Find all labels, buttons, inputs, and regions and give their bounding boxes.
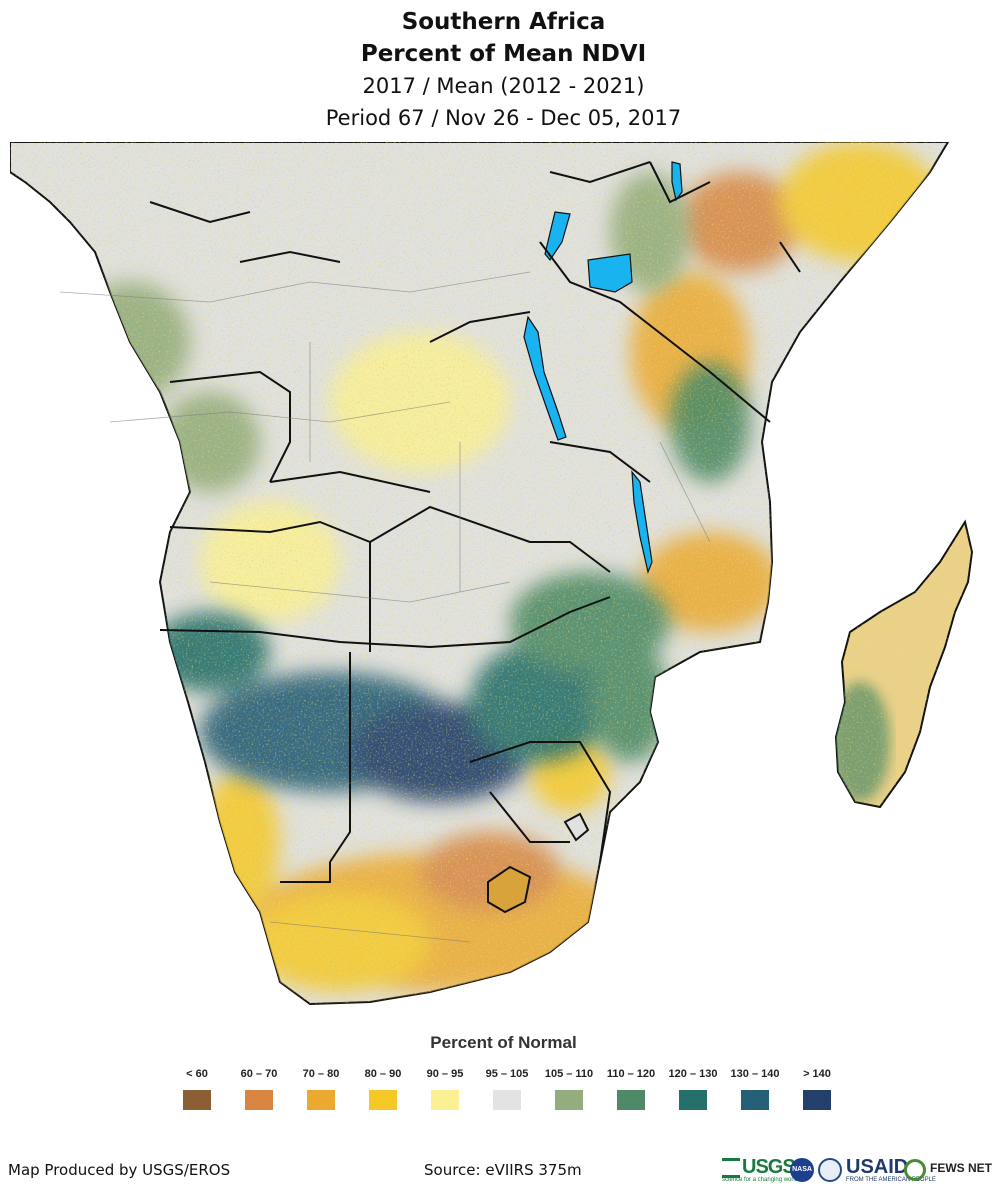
legend-item: < 60 bbox=[166, 1068, 228, 1110]
legend-item: 90 – 95 bbox=[414, 1068, 476, 1110]
globe-icon bbox=[904, 1159, 926, 1181]
usgs-wave-icon bbox=[722, 1157, 740, 1178]
map-title-region: Southern Africa bbox=[401, 9, 606, 35]
partner-logos: USGS science for a changing world NASA U… bbox=[722, 1156, 1002, 1186]
lake-tanganyika-north bbox=[544, 211, 571, 262]
legend-label: 60 – 70 bbox=[240, 1068, 278, 1080]
data-source: Source: eVIIRS 375m bbox=[424, 1161, 582, 1179]
usgs-logo: USGS science for a changing world bbox=[722, 1156, 798, 1183]
map-subtitle-comparison: 2017 / Mean (2012 - 2021) bbox=[362, 74, 645, 98]
legend-label: 110 – 120 bbox=[606, 1068, 656, 1080]
legend-swatch bbox=[307, 1090, 335, 1110]
fews-net-logo: FEWS NET bbox=[930, 1161, 992, 1175]
legend-title: Percent of Normal bbox=[430, 1033, 577, 1052]
legend-label: 120 – 130 bbox=[668, 1068, 718, 1080]
nasa-logo: NASA bbox=[790, 1158, 814, 1182]
lake-malawi bbox=[631, 470, 653, 575]
legend-item: 70 – 80 bbox=[290, 1068, 352, 1110]
legend-label: < 60 bbox=[186, 1068, 208, 1080]
madagascar-anomaly-layer bbox=[836, 522, 972, 807]
legend-label: > 140 bbox=[803, 1068, 831, 1080]
legend-swatch bbox=[741, 1090, 769, 1110]
government-seal-icon bbox=[818, 1158, 842, 1182]
legend-swatch bbox=[369, 1090, 397, 1110]
legend-item: 105 – 110 bbox=[538, 1068, 600, 1110]
legend-label: 70 – 80 bbox=[302, 1068, 340, 1080]
legend-label: 95 – 105 bbox=[485, 1068, 529, 1080]
legend-item: 95 – 105 bbox=[476, 1068, 538, 1110]
legend-swatch bbox=[617, 1090, 645, 1110]
admin-boundaries bbox=[59, 271, 711, 943]
usgs-wordmark: USGS bbox=[742, 1156, 796, 1178]
national-borders bbox=[149, 161, 801, 883]
legend-item: 80 – 90 bbox=[352, 1068, 414, 1110]
legend-item: 120 – 130 bbox=[662, 1068, 724, 1110]
legend-swatch bbox=[183, 1090, 211, 1110]
legend-swatch bbox=[555, 1090, 583, 1110]
legend-label: 80 – 90 bbox=[364, 1068, 402, 1080]
usaid-wordmark: USAID bbox=[846, 1156, 909, 1178]
eswatini-outline bbox=[563, 812, 590, 842]
map-subtitle-period: Period 67 / Nov 26 - Dec 05, 2017 bbox=[325, 106, 682, 130]
lakes bbox=[523, 161, 683, 575]
legend: < 60 60 – 70 70 – 80 80 – 90 90 – 95 95 … bbox=[166, 1068, 846, 1118]
legend-item: > 140 bbox=[786, 1068, 848, 1110]
legend-swatch bbox=[245, 1090, 273, 1110]
map-title-block: Southern Africa Percent of Mean NDVI 201… bbox=[0, 6, 1007, 134]
map-credit: Map Produced by USGS/EROS bbox=[8, 1161, 231, 1179]
ndvi-map bbox=[10, 142, 974, 1006]
legend-label: 90 – 95 bbox=[426, 1068, 464, 1080]
usaid-logo: USAID FROM THE AMERICAN PEOPLE bbox=[846, 1156, 936, 1183]
legend-label: 130 – 140 bbox=[730, 1068, 780, 1080]
lake-victoria bbox=[587, 253, 633, 293]
legend-swatch bbox=[679, 1090, 707, 1110]
legend-swatch bbox=[803, 1090, 831, 1110]
legend-swatch bbox=[493, 1090, 521, 1110]
legend-item: 130 – 140 bbox=[724, 1068, 786, 1110]
map-title-product: Percent of Mean NDVI bbox=[360, 41, 647, 67]
legend-item: 110 – 120 bbox=[600, 1068, 662, 1110]
lake-tanganyika bbox=[523, 315, 567, 441]
legend-label: 105 – 110 bbox=[544, 1068, 594, 1080]
lake-turkana bbox=[671, 161, 683, 202]
usaid-tagline: FROM THE AMERICAN PEOPLE bbox=[846, 1177, 936, 1183]
legend-item: 60 – 70 bbox=[228, 1068, 290, 1110]
legend-swatch bbox=[431, 1090, 459, 1110]
lesotho-outline bbox=[487, 865, 532, 914]
usgs-tagline: science for a changing world bbox=[722, 1177, 799, 1183]
